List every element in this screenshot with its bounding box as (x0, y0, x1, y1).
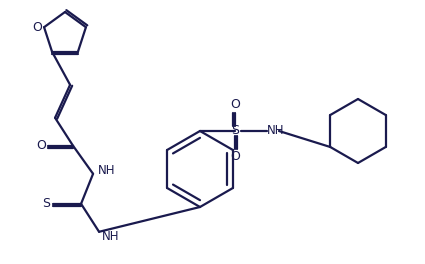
Text: S: S (231, 125, 239, 138)
Text: O: O (32, 21, 42, 34)
Text: O: O (230, 150, 240, 163)
Text: NH: NH (98, 164, 116, 177)
Text: O: O (36, 139, 46, 152)
Text: NH: NH (267, 125, 284, 138)
Text: S: S (42, 197, 50, 210)
Text: O: O (230, 98, 240, 111)
Text: NH: NH (102, 230, 119, 243)
